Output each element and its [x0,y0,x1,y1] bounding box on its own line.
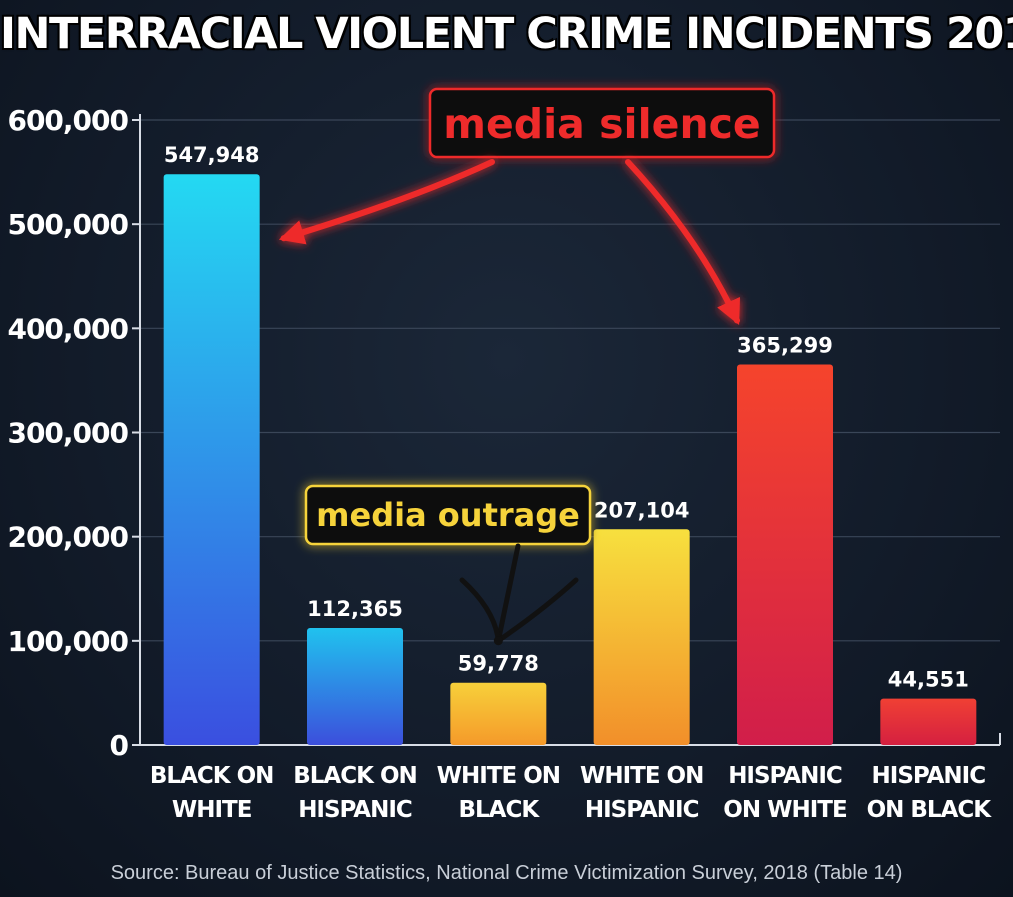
bar [593,529,690,745]
category-labels: BLACK ON WHITE BLACK ON HISPANIC WHITE ON BLA… [150,763,993,823]
bars [163,174,977,746]
value-labels: 547,948 112,365 59,778 207,104 365,299 44,551 [164,143,969,691]
category-label: HISPANIC [298,797,412,823]
media-silence-arrow [278,159,495,245]
y-tick-labels: 0 100,000 200,000 300,000 400,000 500,000 600,… [7,104,129,762]
category-label: BLACK ON [150,763,274,789]
media-outrage-label: media outrage [316,496,580,534]
value-label: 547,948 [164,143,260,167]
category-label: BLACK ON [293,763,417,789]
category-label: ON BLACK [867,797,993,823]
category-label: WHITE ON [580,763,703,789]
media-outrage-arrow [495,577,579,644]
bar [880,698,977,745]
annotations: media silence media outrage [278,87,776,646]
y-tick-label: 400,000 [7,312,128,345]
category-label: WHITE ON [437,763,560,789]
y-tick-label: 200,000 [7,521,128,554]
value-label: 207,104 [594,498,690,522]
category-label: BLACK [458,797,540,823]
source-note: Source: Bureau of Justice Statistics, Na… [110,862,903,884]
y-tick-label: 300,000 [7,417,128,450]
media-outrage-arrow [459,577,501,644]
media-silence-box [428,87,776,159]
grid-lines [140,119,1000,642]
bar [450,682,547,745]
bar [307,627,403,745]
media-outrage-box [304,484,592,546]
media-outrage-arrow [495,543,521,644]
category-label: HISPANIC [585,797,699,823]
value-label: 44,551 [888,668,969,692]
value-label: 365,299 [737,333,833,357]
chart-title: INTERRACIAL VIOLENT CRIME INCIDENTS 2018 [0,9,1013,59]
y-tick-label: 100,000 [7,625,128,658]
axes [132,114,1001,746]
media-silence-arrow [625,159,741,326]
media-silence-label: media silence [443,100,761,148]
value-label: 112,365 [307,597,403,621]
media-outrage-arrow-tip [493,636,503,646]
y-tick-label: 600,000 [7,104,128,137]
value-label: 59,778 [458,652,539,676]
y-tick-label: 500,000 [7,208,128,241]
bar [737,364,833,745]
category-label: ON WHITE [723,797,847,823]
bar [163,174,260,746]
y-tick-label: 0 [110,729,129,762]
category-label: WHITE [172,797,252,823]
category-label: HISPANIC [872,763,986,789]
category-label: HISPANIC [728,763,842,789]
